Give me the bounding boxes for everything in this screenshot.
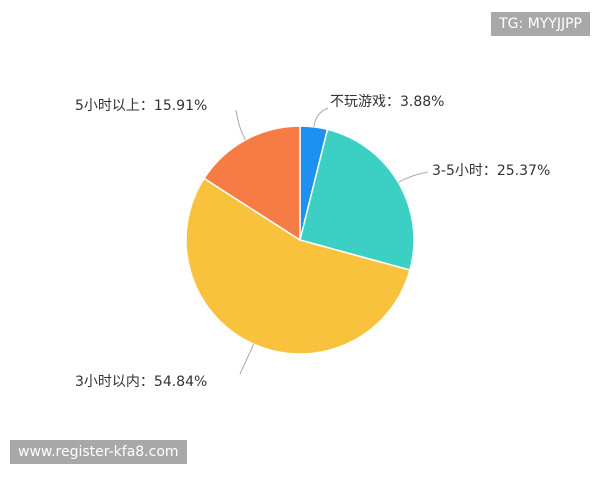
pie-slice-3 (203, 125, 301, 242)
pie-slice-2 (185, 177, 411, 355)
leader-line-1 (398, 171, 429, 183)
label-under-3-hours: 3小时以内：54.84% (75, 374, 207, 390)
leader-line-2 (239, 343, 255, 375)
leader-line-3 (235, 109, 246, 141)
leader-line-0 (313, 107, 329, 127)
pie-slice-1 (299, 128, 415, 272)
label-3-5-hours: 3-5小时：25.37% (432, 163, 550, 179)
label-over-5-hours: 5小时以上：15.91% (75, 98, 207, 114)
watermark-bottom: www.register-kfa8.com (10, 440, 187, 464)
watermark-top: TG: MYYJJPP (491, 12, 590, 36)
label-no-games: 不玩游戏：3.88% (330, 94, 444, 110)
